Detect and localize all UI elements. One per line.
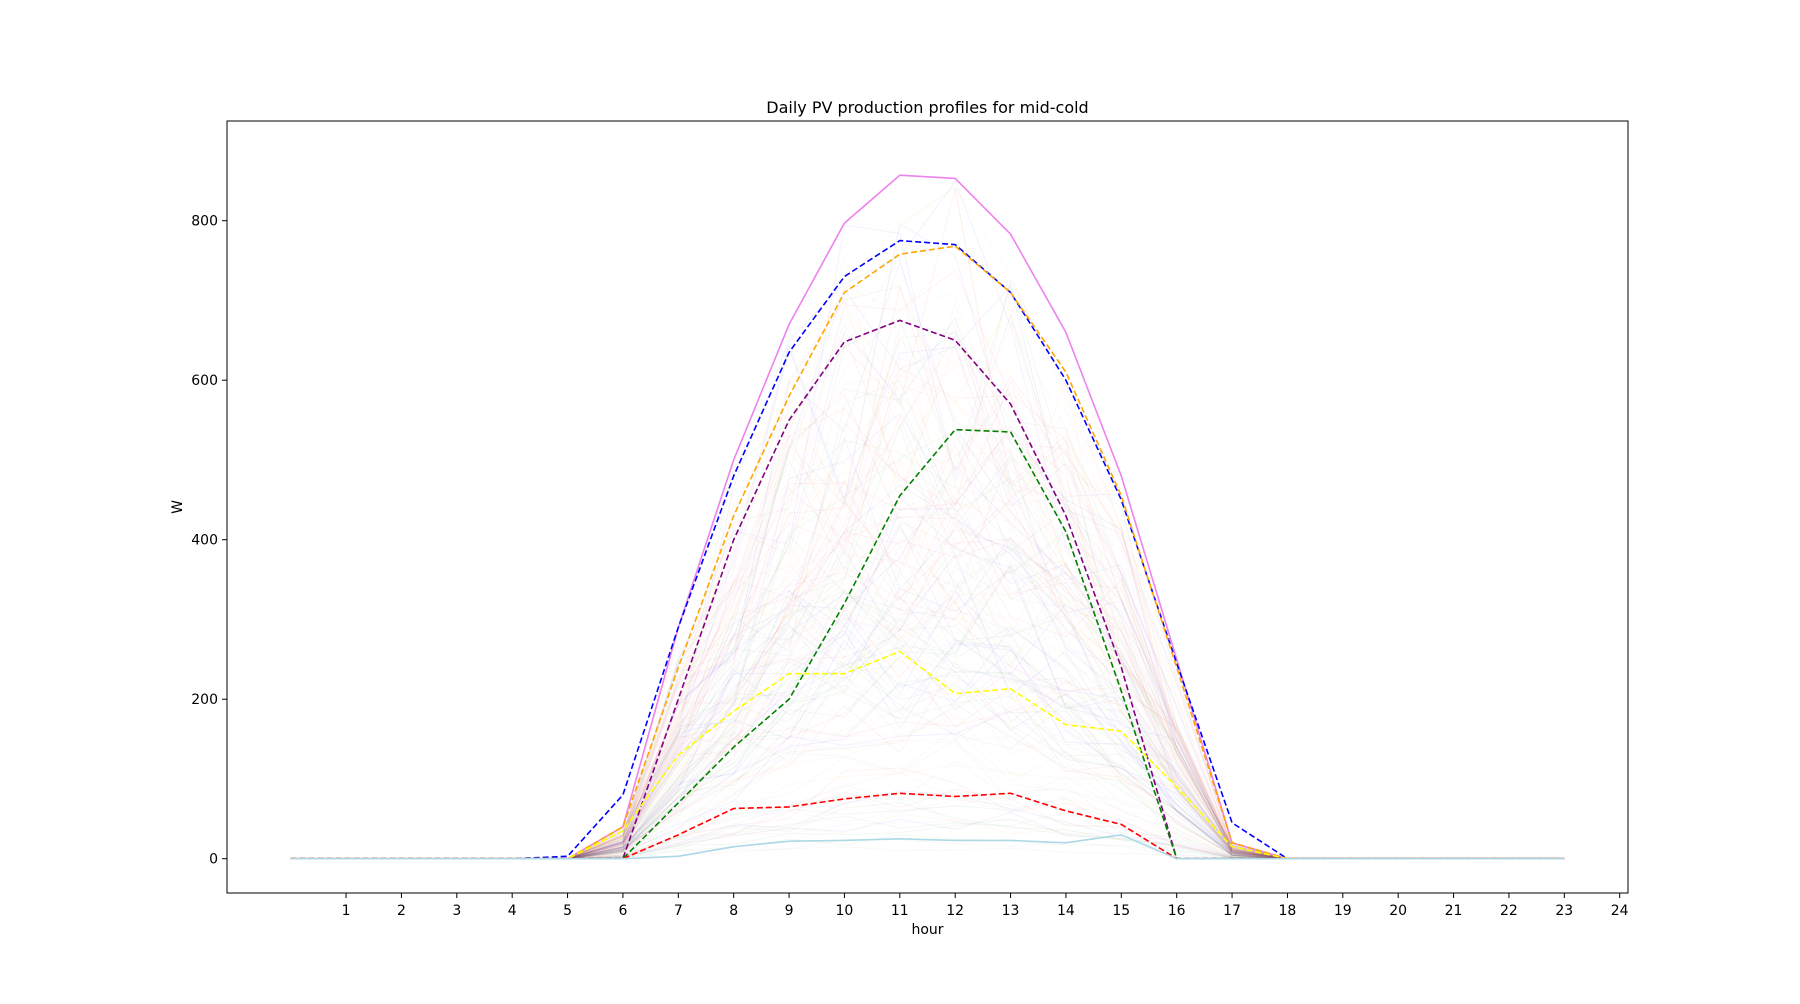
background-profile-line [290,379,1565,860]
background-profile-line [290,739,1565,860]
background-profile-line [290,329,1565,860]
background-profile-line [290,684,1565,860]
x-tick-label: 1 [342,903,351,919]
x-tick-label: 22 [1500,903,1518,919]
y-tick-label: 200 [191,692,218,708]
background-profile-line [290,278,1565,860]
series-line-5 [290,650,1565,860]
series-line-0 [290,174,1565,860]
background-profile-line [290,764,1565,860]
background-profile-line [290,256,1565,860]
y-tick-label: 800 [191,214,218,230]
background-profile-line [290,550,1565,860]
background-profile-line [290,470,1565,860]
background-profile-line [290,224,1565,860]
background-profile-line [290,412,1565,860]
background-profile-line [290,384,1565,860]
x-tick-label: 9 [785,903,794,919]
y-axis-ticks: 0 200 400 600 800 [191,214,227,868]
background-profile-line [290,491,1565,860]
series-line-7 [290,833,1565,860]
y-tick-label: 400 [191,533,218,549]
y-tick-label: 0 [209,852,218,868]
plot-frame [226,120,1629,894]
x-tick-label: 10 [836,903,854,919]
background-profile-line [290,188,1565,860]
background-profile-line [290,839,1565,860]
x-tick-label: 12 [946,903,964,919]
background-profile-line [290,598,1565,860]
background-profile-line [290,595,1565,860]
background-profile-line [290,648,1565,860]
background-profile-line [290,566,1565,860]
x-tick-label: 18 [1279,903,1297,919]
y-tick-label: 600 [191,373,218,389]
background-profile-line [290,834,1565,860]
background-profile-line [290,686,1565,860]
x-tick-label: 14 [1057,903,1075,919]
background-profile-line [290,676,1565,860]
x-axis-ticks: 1 2 3 4 5 6 7 8 9 10 11 12 13 14 15 16 17 18 19 20 21 22 23 24 [342,893,1629,919]
x-tick-label: 19 [1334,903,1352,919]
background-profile-line [290,707,1565,860]
x-tick-label: 24 [1611,903,1629,919]
x-tick-label: 16 [1168,903,1186,919]
background-profile-line [290,394,1565,860]
background-profile-line [290,571,1565,860]
x-tick-label: 23 [1555,903,1573,919]
background-profile-line [290,617,1565,860]
x-tick-label: 17 [1223,903,1241,919]
background-profile-line [290,223,1565,860]
background-profile-line [290,374,1565,860]
background-profile-line [290,442,1565,860]
background-profile-line [290,674,1565,860]
background-profile-line [290,589,1565,860]
y-axis-label: W [170,500,186,514]
x-tick-label: 15 [1112,903,1130,919]
background-profile-line [290,795,1565,860]
background-profile-line [290,794,1565,860]
background-profile-line [290,846,1565,860]
x-tick-label: 8 [729,903,738,919]
background-profile-line [290,334,1565,860]
background-profile-line [290,595,1565,860]
x-tick-label: 11 [891,903,909,919]
x-tick-label: 5 [563,903,572,919]
background-profile-lines [290,180,1565,860]
x-tick-label: 20 [1389,903,1407,919]
x-tick-label: 3 [452,903,461,919]
background-profile-line [290,531,1565,860]
background-profile-line [290,546,1565,860]
x-tick-label: 4 [508,903,517,919]
background-profile-line [290,256,1565,860]
x-tick-label: 21 [1445,903,1463,919]
x-axis-label: hour [911,922,943,938]
background-profile-line [290,549,1565,860]
background-profile-line [290,656,1565,860]
background-profile-line [290,589,1565,860]
background-profile-line [290,736,1565,860]
background-profile-line [290,316,1565,860]
background-profile-line [290,771,1565,860]
background-profile-line [290,618,1565,860]
background-profile-line [290,595,1565,860]
background-profile-line [290,811,1565,860]
x-tick-label: 13 [1002,903,1020,919]
x-tick-label: 7 [674,903,683,919]
x-tick-label: 6 [618,903,627,919]
x-tick-label: 2 [397,903,406,919]
series-lines [290,174,1565,860]
background-profile-line [290,479,1565,860]
chart-title: Daily PV production profiles for mid-col… [766,98,1088,117]
background-profile-line [290,465,1565,860]
